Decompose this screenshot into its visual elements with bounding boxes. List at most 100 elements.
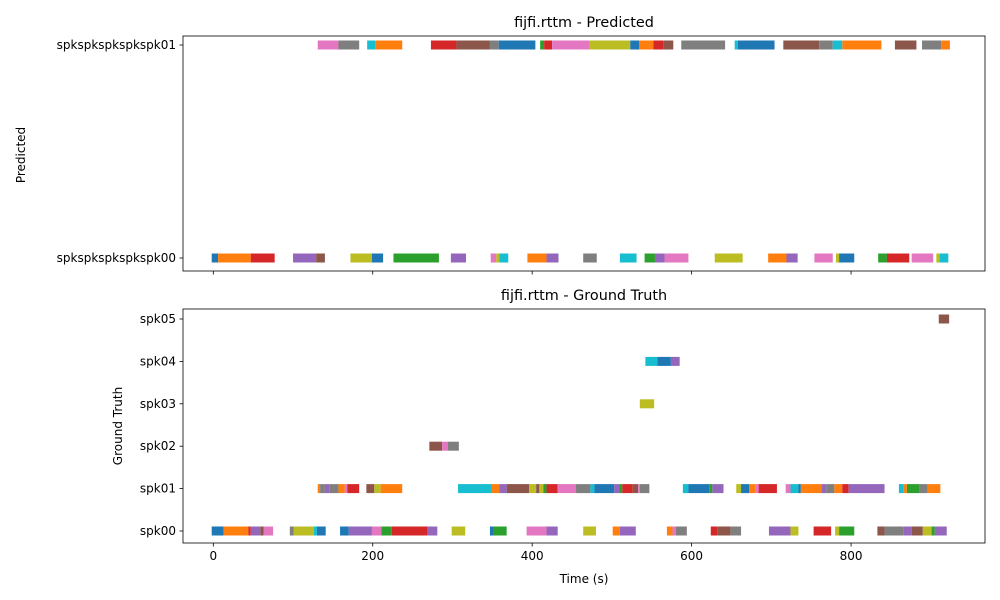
ground-truth-segment-65 bbox=[614, 484, 620, 494]
predicted-y-tick-label: spkspkspkspkspk00 bbox=[57, 251, 176, 265]
ground-truth-segment-83 bbox=[800, 484, 822, 494]
ground-truth-segment-53 bbox=[491, 484, 500, 494]
ground-truth-panel: fijfi.rttm - Ground Truth Ground Truth T… bbox=[111, 288, 986, 586]
ground-truth-segment-41 bbox=[934, 526, 947, 536]
ground-truth-segment-24 bbox=[666, 526, 673, 536]
ground-truth-segment-84 bbox=[821, 484, 827, 494]
ground-truth-segment-34 bbox=[839, 526, 855, 536]
ground-truth-segment-55 bbox=[506, 484, 529, 494]
ground-truth-segment-1 bbox=[223, 526, 249, 536]
predicted-segment-27 bbox=[911, 253, 934, 263]
ground-truth-segment-99 bbox=[657, 356, 671, 366]
ground-truth-segment-47 bbox=[344, 484, 348, 494]
ground-truth-segment-33 bbox=[835, 526, 840, 536]
ground-truth-segment-51 bbox=[380, 484, 403, 494]
ground-truth-segment-2 bbox=[248, 526, 251, 536]
predicted-title: fijfi.rttm - Predicted bbox=[514, 15, 654, 31]
ground-truth-segment-31 bbox=[790, 526, 799, 536]
predicted-panel: fijfi.rttm - Predicted Predicted spkspks… bbox=[14, 15, 986, 275]
predicted-y-tick-label: spkspkspkspkspk01 bbox=[57, 38, 176, 52]
ground-truth-segment-58 bbox=[539, 484, 544, 494]
ground-truth-segment-92 bbox=[919, 484, 928, 494]
ground-truth-segment-40 bbox=[931, 526, 935, 536]
predicted-segment-2 bbox=[250, 253, 275, 263]
predicted-segment-55 bbox=[941, 40, 950, 50]
predicted-segment-0 bbox=[211, 253, 219, 263]
ground-truth-segment-17 bbox=[489, 526, 494, 536]
ground-truth-segment-75 bbox=[736, 484, 742, 494]
ground-truth-y-axis-label: Ground Truth bbox=[111, 387, 125, 465]
predicted-segment-42 bbox=[630, 40, 640, 50]
ground-truth-segment-54 bbox=[499, 484, 507, 494]
ground-truth-x-tick-label: 200 bbox=[361, 549, 384, 563]
ground-truth-segment-44 bbox=[324, 484, 330, 494]
predicted-segment-11 bbox=[499, 253, 509, 263]
predicted-segment-44 bbox=[653, 40, 664, 50]
ground-truth-segment-68 bbox=[632, 484, 639, 494]
predicted-segment-36 bbox=[489, 40, 499, 50]
ground-truth-segment-12 bbox=[371, 526, 382, 536]
predicted-segment-24 bbox=[839, 253, 855, 263]
ground-truth-segment-0 bbox=[211, 526, 224, 536]
ground-truth-segment-94 bbox=[429, 441, 443, 451]
ground-truth-segment-77 bbox=[749, 484, 756, 494]
ground-truth-segment-11 bbox=[348, 526, 372, 536]
ground-truth-segment-81 bbox=[790, 484, 799, 494]
x-axis-label: Time (s) bbox=[559, 572, 609, 586]
ground-truth-segment-8 bbox=[313, 526, 317, 536]
ground-truth-segment-70 bbox=[639, 484, 650, 494]
predicted-segment-8 bbox=[450, 253, 467, 263]
predicted-segment-30 bbox=[317, 40, 339, 50]
predicted-segment-4 bbox=[316, 253, 325, 263]
predicted-segment-25 bbox=[878, 253, 887, 263]
ground-truth-segment-45 bbox=[329, 484, 339, 494]
predicted-segment-47 bbox=[734, 40, 738, 50]
predicted-segment-17 bbox=[654, 253, 665, 263]
predicted-segment-10 bbox=[496, 253, 500, 263]
ground-truth-segment-3 bbox=[250, 526, 261, 536]
ground-truth-y-tick-label: spk02 bbox=[140, 439, 176, 453]
ground-truth-segment-88 bbox=[848, 484, 885, 494]
ground-truth-segment-18 bbox=[493, 526, 507, 536]
ground-truth-ticks: spk00 spk01 spk02 spk03 spk04 spk05 0 200 400 600… bbox=[140, 312, 863, 563]
ground-truth-segment-16 bbox=[451, 526, 466, 536]
ground-truth-segment-25 bbox=[672, 526, 676, 536]
ground-truth-segment-80 bbox=[785, 484, 791, 494]
ground-truth-segment-63 bbox=[590, 484, 595, 494]
ground-truth-segment-23 bbox=[619, 526, 636, 536]
ground-truth-segment-15 bbox=[427, 526, 438, 536]
predicted-segment-14 bbox=[583, 253, 597, 263]
ground-truth-segments bbox=[211, 314, 950, 536]
ground-truth-segment-43 bbox=[320, 484, 325, 494]
predicted-segment-20 bbox=[768, 253, 787, 263]
ground-truth-segment-71 bbox=[682, 484, 689, 494]
ground-truth-x-tick-label: 600 bbox=[680, 549, 703, 563]
ground-truth-segment-28 bbox=[717, 526, 731, 536]
ground-truth-segment-73 bbox=[709, 484, 713, 494]
ground-truth-segment-30 bbox=[768, 526, 791, 536]
predicted-segment-28 bbox=[936, 253, 940, 263]
ground-truth-segment-21 bbox=[583, 526, 596, 536]
ground-truth-segment-82 bbox=[798, 484, 801, 494]
ground-truth-y-tick-label: spk03 bbox=[140, 397, 176, 411]
ground-truth-y-tick-label: spk04 bbox=[140, 354, 176, 368]
ground-truth-segment-76 bbox=[741, 484, 750, 494]
ground-truth-segment-52 bbox=[458, 484, 492, 494]
ground-truth-segment-14 bbox=[391, 526, 428, 536]
ground-truth-segment-62 bbox=[576, 484, 591, 494]
predicted-segment-22 bbox=[814, 253, 833, 263]
predicted-segment-40 bbox=[552, 40, 590, 50]
ground-truth-segment-27 bbox=[710, 526, 718, 536]
predicted-segment-38 bbox=[540, 40, 545, 50]
predicted-segment-33 bbox=[375, 40, 403, 50]
ground-truth-segment-66 bbox=[619, 484, 623, 494]
ground-truth-x-tick-label: 400 bbox=[521, 549, 544, 563]
ground-truth-segment-39 bbox=[922, 526, 932, 536]
ground-truth-segment-78 bbox=[755, 484, 759, 494]
ground-truth-segment-67 bbox=[622, 484, 633, 494]
predicted-segment-18 bbox=[664, 253, 689, 263]
predicted-segment-7 bbox=[393, 253, 439, 263]
ground-truth-segment-10 bbox=[340, 526, 349, 536]
predicted-segment-48 bbox=[737, 40, 775, 50]
